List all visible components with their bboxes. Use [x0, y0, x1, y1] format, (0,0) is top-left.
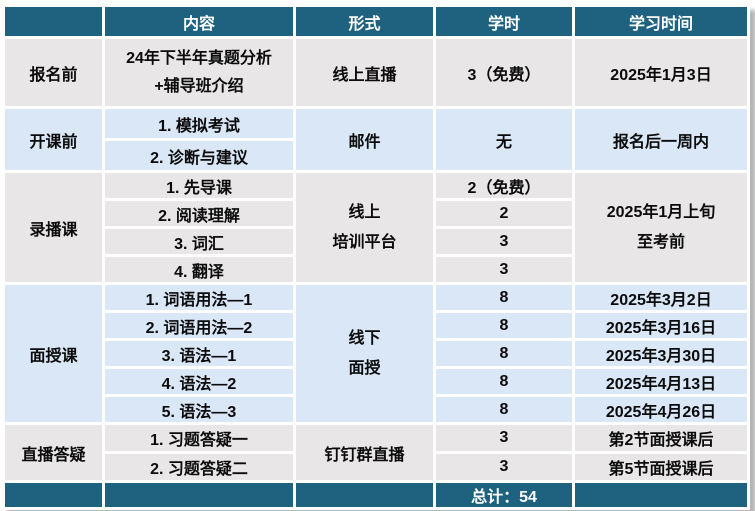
- content-item-cell: 1. 习题答疑一: [102, 422, 296, 454]
- header-cell-content: 内容: [102, 4, 296, 39]
- header-cell-format: 形式: [293, 4, 436, 39]
- sub-row: 3. 语法—1 8 2025年3月30日: [4, 338, 750, 369]
- content-item-cell: 4. 翻译: [102, 254, 296, 285]
- format-cell-recorded: 线上 培训平台: [293, 170, 436, 285]
- row-group-in-person: 面授课 1. 词语用法—1 线下 面授 8 2025年3月2日: [2, 282, 750, 425]
- header-cell-stage: [2, 4, 105, 39]
- hours-item-cell: 8: [433, 394, 575, 425]
- hours-item-cell: 3: [433, 451, 575, 483]
- header-row: 内容 形式 学时 学习时间: [2, 4, 750, 39]
- content-item-cell: 4. 语法—2: [102, 366, 296, 397]
- hours-item-cell: 2（免费）: [433, 170, 575, 201]
- sub-row: 2. 阅读理解 2: [4, 198, 749, 229]
- stage-cell-pre-register: 报名前: [2, 36, 105, 109]
- hours-item-cell: 3: [433, 254, 575, 285]
- format-cell-live-qa: 钉钉群直播: [293, 422, 436, 483]
- hours-item-cell: 8: [433, 366, 575, 397]
- content-item-cell: 2. 阅读理解: [102, 198, 296, 229]
- hours-item-cell: 2: [433, 198, 575, 229]
- row-group-pre-course: 开课前 1. 模拟考试 邮件 无 报名后一周内: [2, 106, 750, 173]
- footer-cell-format: [293, 480, 436, 510]
- format-cell-in-person: 线下 面授: [293, 282, 436, 425]
- footer-cell-total: 总计：54: [433, 480, 575, 510]
- time-line: 至考前: [636, 233, 685, 251]
- stage-cell-pre-course: 开课前: [2, 106, 105, 173]
- hours-item-cell: 8: [433, 310, 575, 341]
- time-cell-pre-course: 报名后一周内: [572, 106, 750, 173]
- header-cell-time: 学习时间: [572, 4, 750, 39]
- time-cell-pre-register: 2025年1月3日: [572, 36, 750, 109]
- content-item-cell: 5. 语法—3: [102, 394, 296, 425]
- sub-row: 4. 语法—2 8 2025年4月13日: [4, 366, 750, 397]
- hours-item-cell: 3: [433, 226, 575, 257]
- time-item-cell: 第5节面授课后: [572, 451, 750, 483]
- footer-cell-content: [102, 480, 296, 510]
- content-item-cell: 2. 词语用法—2: [102, 310, 296, 341]
- sub-row: 4. 翻译 3: [4, 254, 749, 285]
- stage-cell-in-person: 面授课: [2, 282, 105, 425]
- sub-row: 5. 语法—3 8 2025年4月26日: [4, 394, 750, 425]
- footer-cell-stage: [2, 480, 105, 510]
- footer-row: 总计：54: [2, 480, 750, 510]
- row-group-recorded: 录播课 1. 先导课 线上 培训平台 2（免费） 2025年1月上旬 至考前: [2, 170, 750, 285]
- sub-row: 2. 诊断与建议: [4, 138, 749, 173]
- time-cell-recorded: 2025年1月上旬 至考前: [572, 170, 750, 285]
- time-item-cell: 2025年3月16日: [572, 310, 750, 341]
- content-item-cell: 1. 先导课: [102, 170, 296, 201]
- stage-cell-live-qa: 直播答疑: [2, 422, 105, 483]
- format-line: 培训平台: [332, 233, 397, 251]
- content-item-cell: 1. 模拟考试: [102, 106, 296, 141]
- content-item-cell: 3. 词汇: [102, 226, 296, 257]
- row-group-pre-register: 报名前 24年下半年真题分析 +辅导班介绍 线上直播 3（免费） 2025年1月…: [2, 36, 750, 109]
- time-item-cell: 2025年3月2日: [572, 282, 750, 313]
- content-item-cell: 2. 习题答疑二: [102, 451, 296, 483]
- hours-cell-pre-register: 3（免费）: [433, 36, 575, 109]
- content-item-cell: 1. 词语用法—1: [102, 282, 296, 313]
- hours-item-cell: 8: [433, 338, 575, 369]
- content-item-cell: 3. 语法—1: [102, 338, 296, 369]
- course-schedule-table: 内容 形式 学时 学习时间 报名前 24年下半年真题分析 +辅导班介绍 线上直播…: [2, 4, 750, 510]
- format-cell-pre-register: 线上直播: [293, 36, 436, 109]
- stage-cell-recorded: 录播课: [2, 170, 105, 285]
- hours-item-cell: 3: [433, 422, 575, 454]
- table-header: 内容 形式 学时 学习时间: [2, 4, 750, 39]
- hours-cell-pre-course: 无: [433, 106, 575, 173]
- time-line: 2025年1月上旬: [606, 203, 716, 221]
- time-item-cell: 2025年4月13日: [572, 366, 750, 397]
- content-item-cell: 2. 诊断与建议: [102, 138, 296, 173]
- format-line: 面授: [348, 359, 381, 377]
- time-item-cell: 第2节面授课后: [572, 422, 750, 454]
- footer-cell-time: [572, 480, 750, 510]
- sub-row: 3. 词汇 3: [4, 226, 749, 257]
- sub-row: 2. 习题答疑二 3 第5节面授课后: [4, 451, 750, 483]
- format-cell-pre-course: 邮件: [293, 106, 436, 173]
- header-cell-hours: 学时: [433, 4, 575, 39]
- content-cell-pre-register: 24年下半年真题分析 +辅导班介绍: [102, 36, 296, 109]
- time-item-cell: 2025年4月26日: [572, 394, 750, 425]
- content-line: +辅导班介绍: [154, 77, 244, 95]
- row-group-live-qa: 直播答疑 1. 习题答疑一 钉钉群直播 3 第2节面授课后: [2, 422, 750, 483]
- format-line: 线下: [348, 329, 381, 347]
- course-schedule-wrapper: 内容 形式 学时 学习时间 报名前 24年下半年真题分析 +辅导班介绍 线上直播…: [2, 4, 750, 510]
- table-footer: 总计：54: [2, 480, 750, 510]
- sub-row: 2. 词语用法—2 8 2025年3月16日: [4, 310, 750, 341]
- content-line: 24年下半年真题分析: [126, 49, 272, 67]
- format-line: 线上: [348, 203, 381, 221]
- hours-item-cell: 8: [433, 282, 575, 313]
- time-item-cell: 2025年3月30日: [572, 338, 750, 369]
